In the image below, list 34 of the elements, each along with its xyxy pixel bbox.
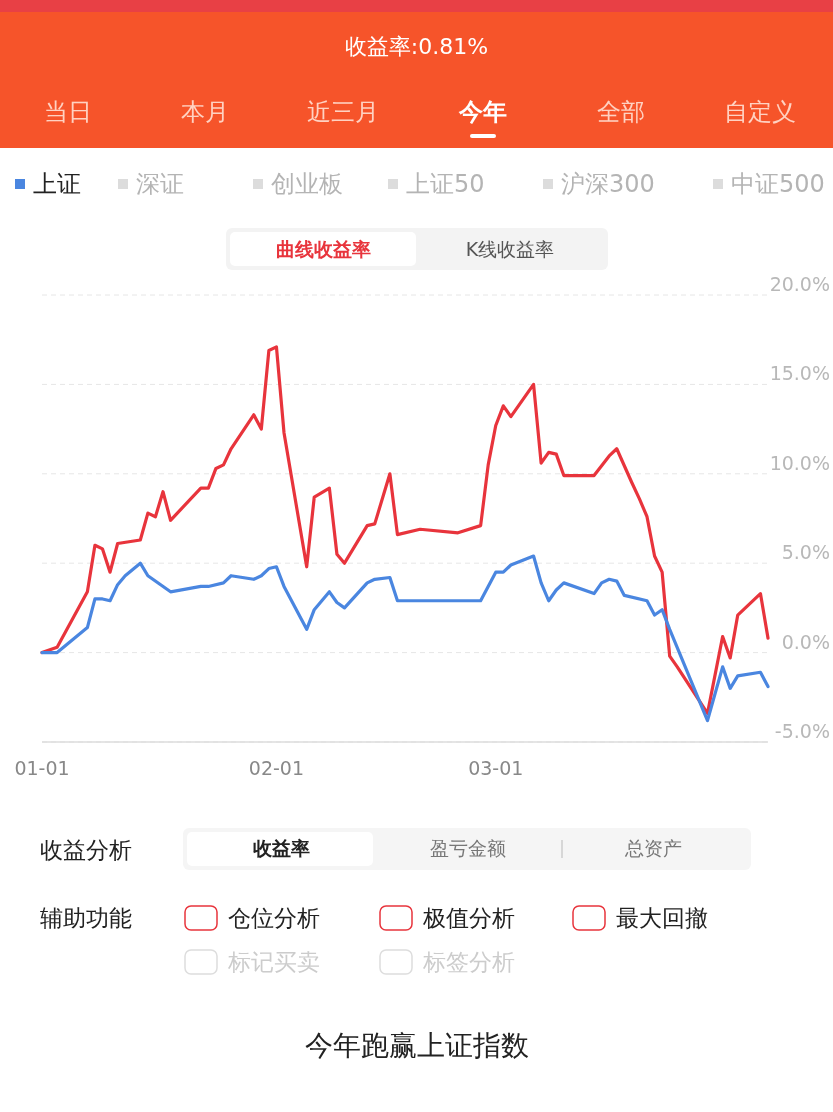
x-tick-label: 03-01 [468,757,524,779]
y-tick-label: 20.0% [769,273,830,295]
y-tick-label: 10.0% [769,451,830,474]
text: 盈亏金额 [430,837,506,859]
x-tick-label: 02-01 [248,757,305,779]
text: 收益分析 [40,837,132,863]
text: 当日 [44,98,92,126]
y-tick-label: -5.0% [774,720,830,742]
text: 收益率 [252,837,310,859]
text: 曲线收益率 [275,238,371,260]
text: 本月 [181,98,229,126]
text: 今年 [458,98,507,126]
legend-item: 上证 [15,170,81,198]
y-tick-label: 15.0% [769,362,830,385]
y-tick-label: 5.0% [781,541,830,564]
text: 沪深300 [561,170,655,198]
chart-title: 收益率:0.81% [344,33,489,59]
text: 创业板 [271,170,343,198]
text: 最大回撤 [616,905,708,931]
text: 中证500 [731,170,825,198]
text: 总资产 [623,837,682,859]
text: 上证50 [406,170,485,198]
y-tick-label: 0.0% [781,630,830,653]
text: 辅助功能 [40,905,132,931]
legend-label: 上证 [33,170,81,198]
text: 全部 [597,98,645,126]
text: 深证 [136,170,184,198]
text: 自定义 [724,98,796,126]
text: 今年跑赢上证指数 [304,1028,529,1062]
text: K线收益率 [465,238,555,260]
text: 仓位分析 [228,905,320,931]
text: 极值分析 [422,905,515,931]
text: 近三月 [307,98,379,126]
x-tick-label: 01-01 [14,757,70,779]
